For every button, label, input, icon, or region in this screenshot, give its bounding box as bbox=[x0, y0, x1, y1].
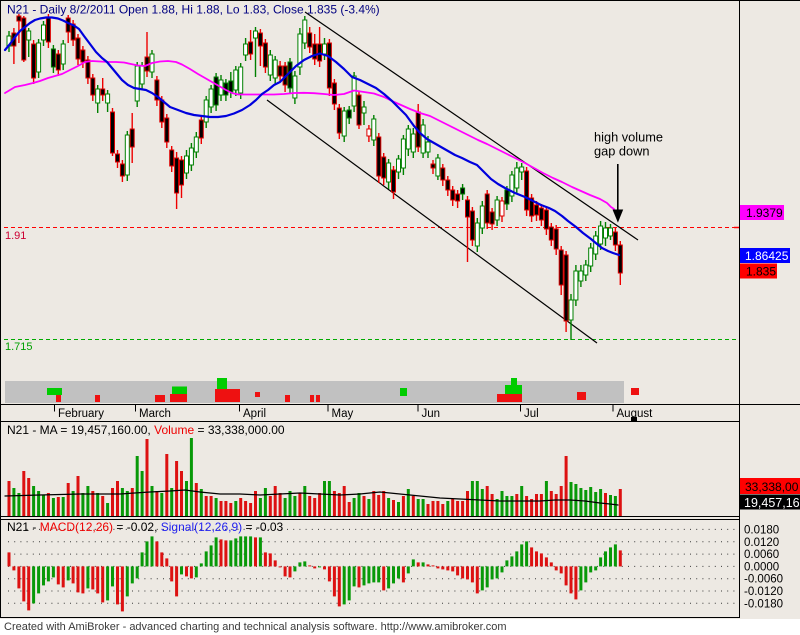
svg-text:April: April bbox=[243, 408, 266, 420]
svg-text:0.0180: 0.0180 bbox=[744, 524, 779, 536]
svg-text:1.9379: 1.9379 bbox=[746, 206, 783, 220]
svg-text:N21 - Daily 8/2/2011 Open 1.88: N21 - Daily 8/2/2011 Open 1.88, Hi 1.88,… bbox=[7, 3, 380, 17]
svg-text:Jul: Jul bbox=[524, 408, 539, 420]
svg-text:0.0060: 0.0060 bbox=[744, 549, 779, 561]
svg-text:Jun: Jun bbox=[422, 408, 441, 420]
svg-text:-0.0120: -0.0120 bbox=[744, 586, 783, 598]
svg-text:0.0120: 0.0120 bbox=[744, 537, 779, 549]
svg-text:1.91: 1.91 bbox=[5, 230, 26, 242]
svg-text:0.0000: 0.0000 bbox=[744, 561, 779, 573]
svg-text:1.835: 1.835 bbox=[746, 265, 776, 279]
svg-text:gap down: gap down bbox=[594, 144, 650, 159]
svg-text:1.86425: 1.86425 bbox=[745, 249, 789, 263]
svg-text:19,457,16: 19,457,16 bbox=[744, 496, 800, 510]
svg-text:-0.0180: -0.0180 bbox=[744, 598, 783, 610]
svg-text:high volume: high volume bbox=[594, 130, 663, 145]
svg-text:May: May bbox=[332, 408, 354, 420]
svg-text:Created with AmiBroker - advan: Created with AmiBroker - advanced charti… bbox=[4, 621, 507, 633]
svg-text:-0.0060: -0.0060 bbox=[744, 574, 783, 586]
svg-text:1.715: 1.715 bbox=[5, 341, 33, 353]
svg-text:N21 - MA = 19,457,160.00, Volu: N21 - MA = 19,457,160.00, Volume = 33,33… bbox=[7, 423, 285, 437]
svg-text:February: February bbox=[58, 408, 104, 420]
svg-text:N21 - MACD(12,26) = -0.02, Sig: N21 - MACD(12,26) = -0.02, Signal(12,26,… bbox=[7, 520, 283, 534]
svg-text:August: August bbox=[617, 408, 654, 420]
svg-text:March: March bbox=[139, 408, 171, 420]
svg-text:33,338,00: 33,338,00 bbox=[745, 480, 799, 494]
